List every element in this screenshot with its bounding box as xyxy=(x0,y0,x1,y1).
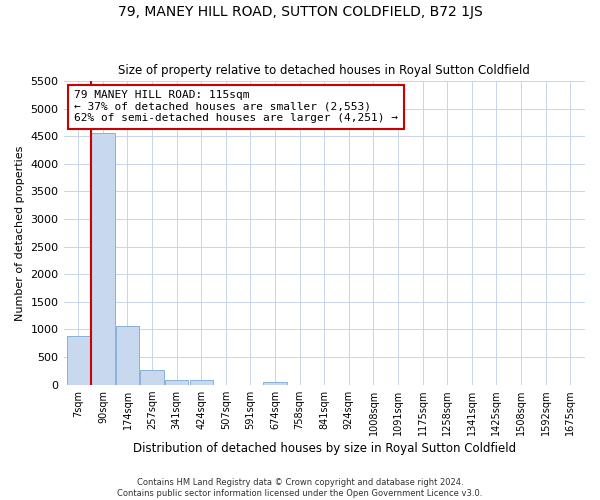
Bar xyxy=(190,380,213,384)
Text: 79 MANEY HILL ROAD: 115sqm
← 37% of detached houses are smaller (2,553)
62% of s: 79 MANEY HILL ROAD: 115sqm ← 37% of deta… xyxy=(74,90,398,124)
Bar xyxy=(165,380,188,384)
Y-axis label: Number of detached properties: Number of detached properties xyxy=(15,145,25,320)
Bar xyxy=(263,382,287,384)
Bar xyxy=(91,133,115,384)
Text: Contains HM Land Registry data © Crown copyright and database right 2024.
Contai: Contains HM Land Registry data © Crown c… xyxy=(118,478,482,498)
Bar xyxy=(67,336,90,384)
Bar xyxy=(140,370,164,384)
Bar xyxy=(116,326,139,384)
X-axis label: Distribution of detached houses by size in Royal Sutton Coldfield: Distribution of detached houses by size … xyxy=(133,442,516,455)
Text: 79, MANEY HILL ROAD, SUTTON COLDFIELD, B72 1JS: 79, MANEY HILL ROAD, SUTTON COLDFIELD, B… xyxy=(118,5,482,19)
Title: Size of property relative to detached houses in Royal Sutton Coldfield: Size of property relative to detached ho… xyxy=(118,64,530,77)
